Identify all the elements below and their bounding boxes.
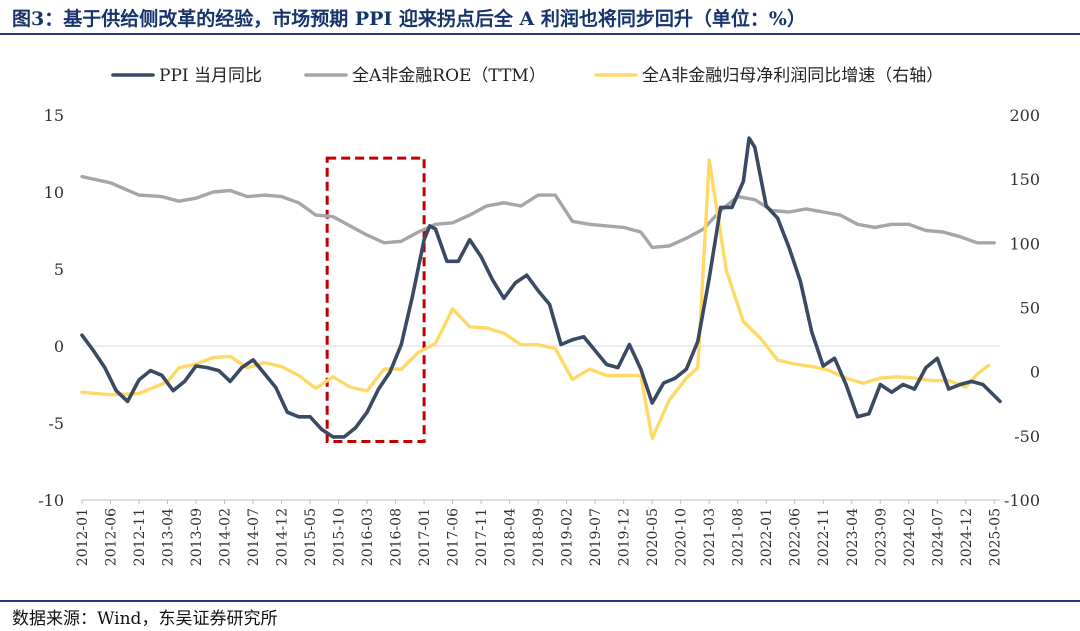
legend-label-ppi: PPI 当月同比: [159, 66, 262, 86]
x-tick-label: 2019-07: [588, 508, 604, 566]
x-tick-label: 2015-10: [332, 508, 348, 566]
highlight-box: [325, 156, 426, 443]
left-tick-label: 10: [44, 183, 64, 202]
series-line-roe: [80, 174, 996, 250]
bottom-divider: [0, 600, 1080, 602]
x-tick-label: 2022-11: [816, 508, 832, 566]
x-tick-label: 2014-12: [275, 508, 291, 566]
right-tick-label: 0: [1030, 363, 1040, 382]
right-tick-label: 50: [1020, 299, 1040, 318]
x-tick-label: 2024-07: [930, 508, 946, 566]
series-layer: [80, 136, 1002, 441]
left-tick-label: 0: [54, 337, 64, 356]
right-tick-label: -100: [1004, 491, 1040, 510]
top-divider: [0, 33, 1080, 35]
x-tick-label: 2020-05: [645, 508, 661, 566]
left-tick-label: -5: [48, 414, 64, 433]
x-tick-label: 2012-01: [75, 508, 91, 566]
right-tick-label: -50: [1014, 427, 1040, 446]
left-tick-label: 15: [44, 106, 64, 125]
x-tick-label: 2018-09: [531, 508, 547, 566]
highlight-box-layer: [325, 156, 426, 443]
x-tick-label: 2016-08: [389, 508, 405, 566]
x-tick-label: 2023-04: [845, 508, 861, 566]
x-tick-label: 2016-03: [360, 508, 376, 566]
x-tick-label: 2017-06: [446, 508, 462, 566]
x-tick-label: 2019-12: [617, 508, 633, 566]
left-tick-label: 5: [54, 260, 64, 279]
source-note: 数据来源：Wind，东吴证券研究所: [12, 609, 278, 629]
legend-label-growth: 全A非金融归母净利润同比增速（右轴）: [642, 66, 943, 86]
x-tick-label: 2018-04: [503, 508, 519, 566]
legend-label-roe: 全A非金融ROE（TTM）: [352, 66, 546, 86]
x-tick-label: 2025-05: [987, 508, 1003, 566]
x-tick-label: 2017-11: [474, 508, 490, 566]
x-tick-label: 2014-07: [246, 508, 262, 566]
x-tick-label: 2017-01: [417, 508, 433, 566]
right-tick-label: 150: [1009, 170, 1040, 189]
x-tick-label: 2014-02: [218, 508, 234, 566]
x-tick-label: 2022-01: [759, 508, 775, 566]
x-tick-label: 2013-04: [161, 508, 177, 566]
x-tick-label: 2019-02: [560, 508, 576, 566]
x-tick-label: 2023-09: [873, 508, 889, 566]
x-tick-label: 2024-02: [902, 508, 918, 566]
series-line-ppi: [80, 136, 1002, 439]
x-tick-label: 2020-10: [674, 508, 690, 566]
x-tick-label: 2013-09: [189, 508, 205, 566]
x-tick-label: 2015-05: [303, 508, 319, 566]
legend: PPI 当月同比 全A非金融ROE（TTM） 全A非金融归母净利润同比增速（右轴）: [111, 66, 943, 86]
x-tick-label: 2012-06: [104, 508, 120, 566]
x-tick-label: 2024-12: [959, 508, 975, 566]
right-tick-label: 100: [1009, 234, 1040, 253]
page-title: 图3：基于供给侧改革的经验，市场预期 PPI 迎来拐点后全 A 利润也将同步回升…: [12, 8, 806, 30]
x-tick-label: 2022-06: [788, 508, 804, 566]
left-tick-label: -10: [38, 491, 64, 510]
x-tick-label: 2021-08: [731, 508, 747, 566]
series-line-growth: [80, 158, 991, 441]
x-tick-label: 2012-11: [132, 508, 148, 566]
x-tick-label: 2021-03: [702, 508, 718, 566]
right-tick-label: 200: [1009, 106, 1040, 125]
